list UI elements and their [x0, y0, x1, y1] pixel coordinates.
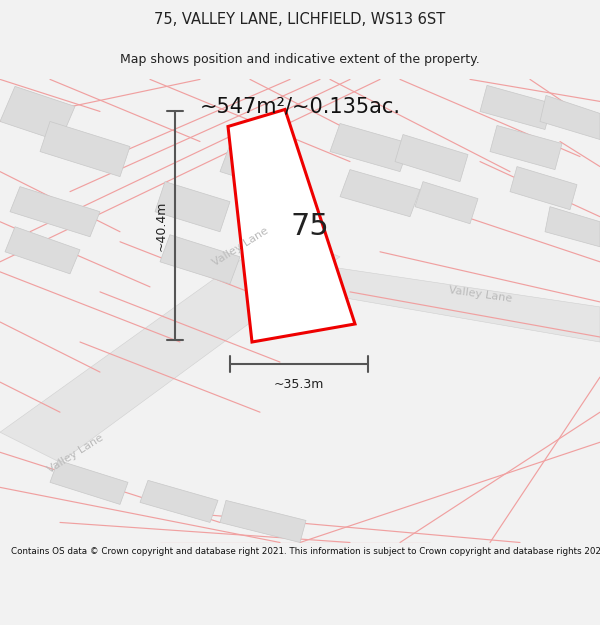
Polygon shape [510, 167, 577, 210]
Text: ~547m²/~0.135ac.: ~547m²/~0.135ac. [199, 96, 401, 116]
Polygon shape [395, 134, 468, 182]
Text: Valley Lane: Valley Lane [448, 286, 512, 304]
Polygon shape [220, 501, 306, 542]
Polygon shape [50, 460, 128, 504]
Text: 75, VALLEY LANE, LICHFIELD, WS13 6ST: 75, VALLEY LANE, LICHFIELD, WS13 6ST [154, 12, 446, 28]
Text: Contains OS data © Crown copyright and database right 2021. This information is : Contains OS data © Crown copyright and d… [11, 547, 600, 556]
Polygon shape [490, 126, 562, 169]
Polygon shape [160, 235, 240, 284]
Polygon shape [5, 227, 80, 274]
Text: 75: 75 [290, 213, 329, 241]
Polygon shape [228, 109, 355, 342]
Text: Map shows position and indicative extent of the property.: Map shows position and indicative extent… [120, 53, 480, 66]
Text: Valley Lane: Valley Lane [45, 433, 105, 476]
Polygon shape [10, 187, 100, 237]
Polygon shape [310, 267, 600, 342]
Polygon shape [220, 144, 300, 194]
Text: Valley Lane: Valley Lane [210, 226, 270, 268]
Polygon shape [155, 182, 230, 232]
Polygon shape [0, 232, 340, 462]
Polygon shape [340, 169, 420, 217]
Polygon shape [545, 207, 600, 247]
Polygon shape [540, 96, 600, 139]
Text: ~35.3m: ~35.3m [274, 378, 324, 391]
Polygon shape [0, 86, 75, 141]
Polygon shape [480, 86, 552, 129]
Polygon shape [140, 481, 218, 522]
Polygon shape [330, 124, 410, 172]
Polygon shape [415, 182, 478, 224]
Polygon shape [40, 121, 130, 177]
Text: ~40.4m: ~40.4m [155, 201, 167, 251]
